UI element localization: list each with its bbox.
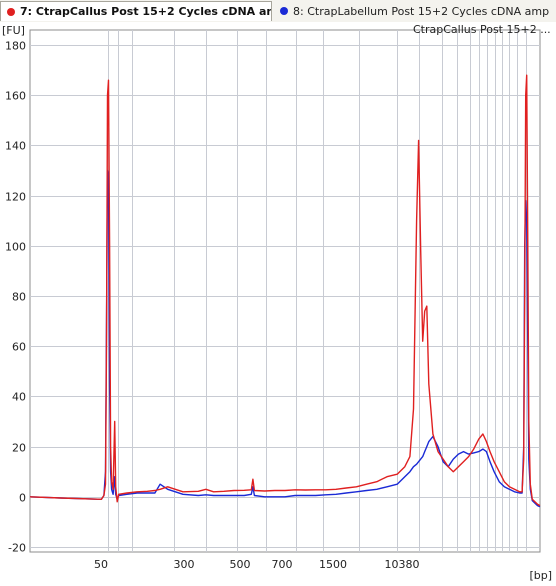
legend-label: CtrapCallus Post 15+2 ... — [413, 23, 551, 36]
x-tick-label: 10380 — [385, 558, 420, 571]
y-tick-label: 160 — [5, 90, 26, 103]
tab-sample-8[interactable]: 8: CtrapLabellum Post 15+2 Cycles cDNA a… — [274, 1, 556, 21]
sample-tab-bar: 7: CtrapCallus Post 15+2 Cycles cDNA amp… — [0, 0, 556, 23]
y-axis-unit: [FU] — [2, 24, 25, 37]
x-tick-label: 1500 — [319, 558, 347, 571]
blue-dot-icon — [280, 7, 288, 15]
x-tick-label: 300 — [174, 558, 195, 571]
x-tick-label: 500 — [230, 558, 251, 571]
electropherogram-panel: -20 0 20 40 60 80 100 120 140 160 180 50 300 500 700 15… — [0, 22, 556, 586]
x-tick-label: 50 — [94, 558, 108, 571]
y-tick-label: 20 — [12, 442, 26, 455]
y-tick-label: 0 — [19, 492, 26, 505]
y-tick-label: 180 — [5, 40, 26, 53]
red-dot-icon — [7, 7, 15, 16]
y-tick-label: 120 — [5, 191, 26, 204]
x-tick-label: 700 — [272, 558, 293, 571]
tab-label: 7: CtrapCallus Post 15+2 Cycles cDNA amp — [20, 5, 272, 18]
y-tick-label: 80 — [12, 291, 26, 304]
y-tick-label: 100 — [5, 241, 26, 254]
tab-label: 8: CtrapLabellum Post 15+2 Cycles cDNA a… — [293, 4, 550, 18]
tab-sample-7[interactable]: 7: CtrapCallus Post 15+2 Cycles cDNA amp — [0, 1, 272, 21]
series-line — [29, 74, 541, 507]
x-axis-unit: [bp] — [529, 569, 552, 582]
y-tick-label: -20 — [8, 542, 26, 555]
electropherogram-chart: -20 0 20 40 60 80 100 120 140 160 180 50 300 500 700 15… — [5, 29, 541, 571]
y-tick-label: 60 — [12, 341, 26, 354]
y-tick-label: 140 — [5, 140, 26, 153]
y-tick-label: 40 — [12, 391, 26, 404]
